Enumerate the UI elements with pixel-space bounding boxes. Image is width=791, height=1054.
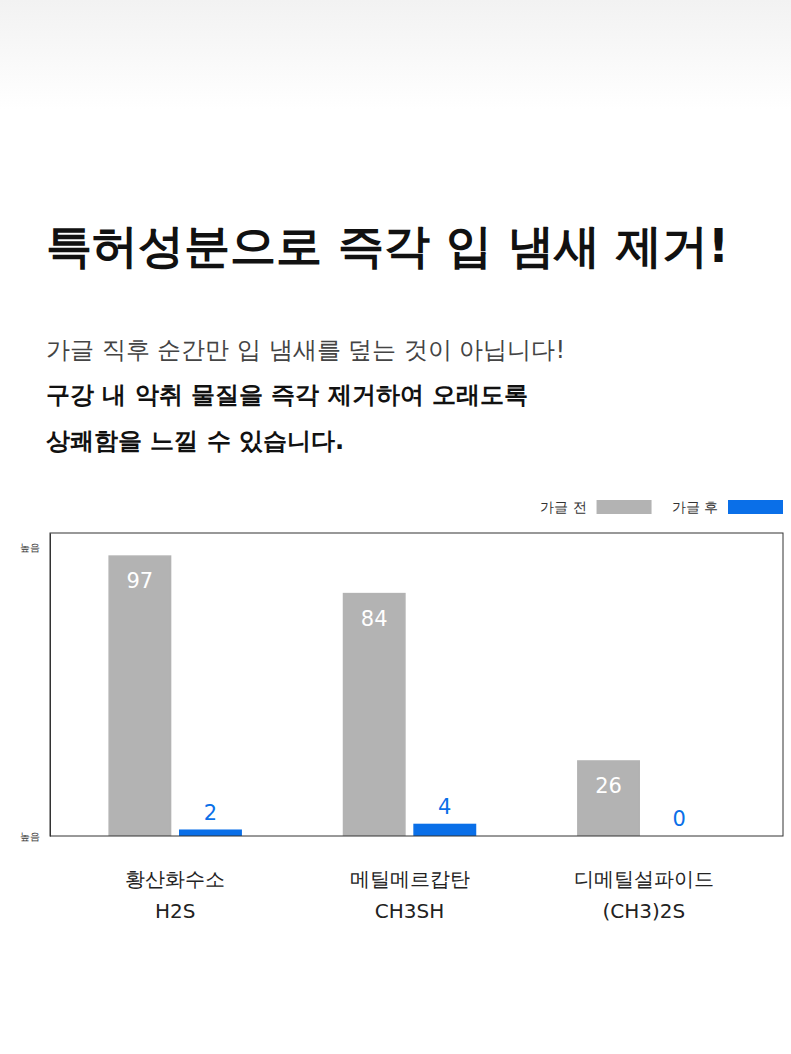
data-labels: 97 84 26 2 4 0 xyxy=(127,569,686,831)
subtitle: 가글 직후 순간만 입 냄새를 덮는 것이 아닙니다! xyxy=(46,336,565,364)
x-tick-label: 메틸메르캅탄CH3SH xyxy=(350,867,470,923)
y-tick: 높음 xyxy=(20,831,50,842)
legend: 가글 후 가글 전 xyxy=(540,499,783,515)
page: 특허성분으로 즉각 입 냄새 제거! 가글 직후 순간만 입 냄새를 덮는 것이 … xyxy=(0,0,791,1054)
data-label: 4 xyxy=(438,795,451,819)
data-label: 2 xyxy=(204,801,217,825)
data-label: 84 xyxy=(361,607,388,631)
bar xyxy=(578,761,639,836)
plot-frame xyxy=(50,533,783,836)
title: 특허성분으로 즉각 입 냄새 제거! xyxy=(46,219,729,273)
bar xyxy=(180,830,241,836)
y-axis: 높음높음 xyxy=(20,534,51,842)
top-background xyxy=(0,0,791,110)
bar xyxy=(414,824,475,836)
legend-label: 가글 전 xyxy=(540,499,586,515)
y-tick-label: 높음 xyxy=(20,831,40,842)
legend-label: 가글 후 xyxy=(672,499,718,515)
y-tick: 높음 xyxy=(20,542,50,553)
x-axis: 황산화수소H2S 메틸메르캅탄CH3SH 디메틸설파이드(CH3)2S xyxy=(125,867,714,923)
bar xyxy=(344,594,405,836)
x-tick-label: 황산화수소H2S xyxy=(125,867,225,923)
y-tick-label: 높음 xyxy=(20,542,40,553)
data-label: 97 xyxy=(127,569,154,593)
bars xyxy=(109,556,639,836)
x-tick-label: 디메틸설파이드(CH3)2S xyxy=(574,867,714,923)
y-axis-line xyxy=(50,534,51,837)
data-label: 0 xyxy=(672,807,685,831)
subtitle-bold: 구강 내 악취 물질을 즉각 제거하여 오래도록 xyxy=(46,381,528,409)
legend-swatch xyxy=(728,500,783,514)
subtitle-bold: 상쾌함을 느낄 수 있습니다. xyxy=(46,427,344,455)
bar xyxy=(109,556,170,836)
legend-swatch xyxy=(597,500,652,514)
data-label: 26 xyxy=(595,774,622,798)
